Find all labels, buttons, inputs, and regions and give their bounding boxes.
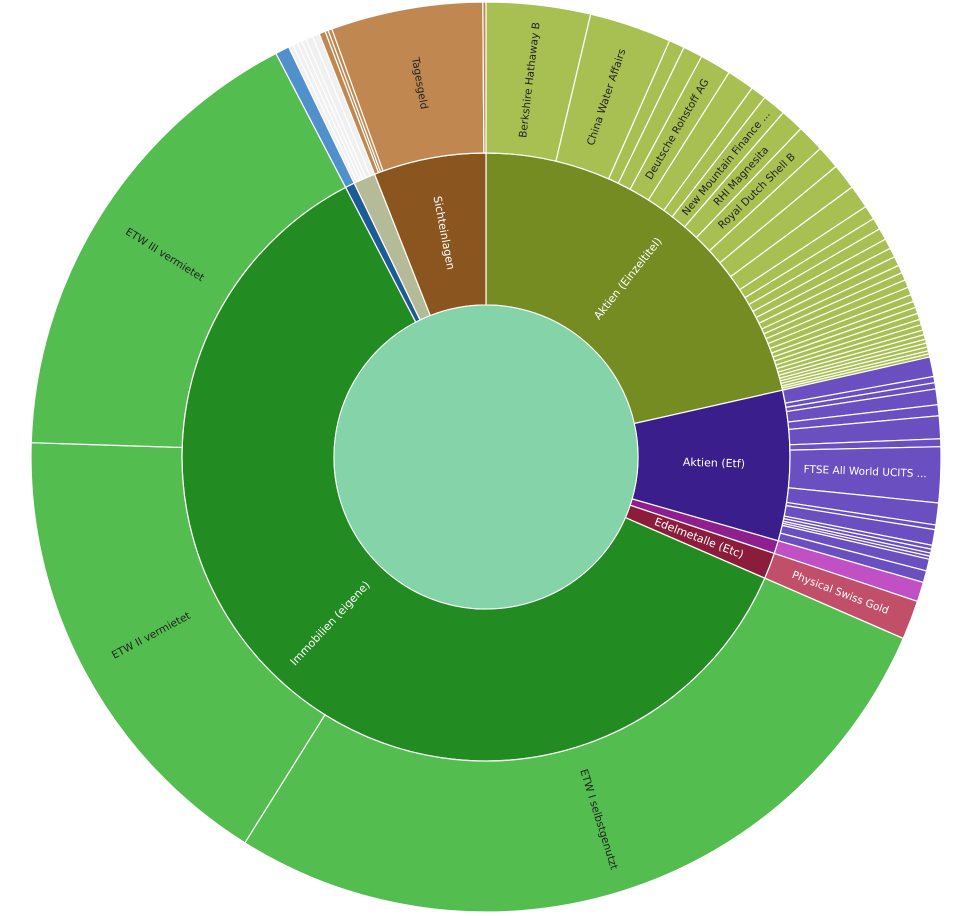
center-circle[interactable] [333, 304, 639, 610]
leaf-label: FTSE All World UCITS ... [803, 463, 927, 480]
leaf-segment-etw-i-selbstgenutzt[interactable] [244, 577, 905, 913]
leaf-segment[interactable] [482, 1, 487, 154]
middle-ring [181, 152, 791, 762]
leaf-segment-etw-ii-vermietet[interactable] [30, 442, 326, 844]
leaf-segment-etw-iii-vermietet[interactable] [30, 52, 347, 449]
category-label: Aktien (Etf) [683, 456, 746, 471]
outer-ring [30, 1, 942, 913]
